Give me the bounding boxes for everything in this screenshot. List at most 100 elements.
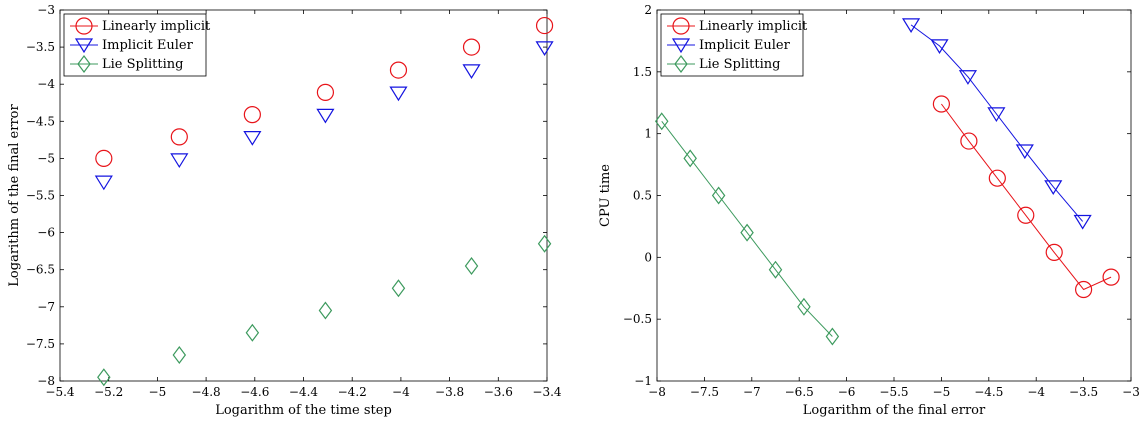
series-line	[661, 120, 833, 337]
data-point	[901, 18, 921, 33]
series-lie-splitting	[654, 112, 840, 346]
x-tick-label: −4.2	[338, 385, 367, 399]
data-point	[1073, 214, 1092, 230]
legend: Linearly implicit Implicit Euler Lie Split…	[63, 13, 211, 77]
legend-marker	[674, 55, 688, 73]
y-tick-label: −7	[37, 300, 55, 314]
series-line	[940, 103, 1112, 291]
data-point	[170, 128, 188, 146]
x-tick-label: −5.2	[94, 385, 123, 399]
data-point	[318, 301, 333, 320]
x-tick-label: −6	[838, 385, 856, 399]
legend-item: Implicit Euler	[70, 38, 194, 54]
series-implicit-euler	[901, 18, 1092, 230]
data-point	[462, 64, 481, 79]
data-point	[654, 112, 669, 131]
data-point	[535, 16, 554, 35]
y-tick-label: 0.5	[633, 189, 652, 203]
data-point	[464, 256, 479, 275]
data-point	[243, 106, 261, 124]
data-point	[1074, 280, 1093, 299]
data-point	[95, 149, 113, 167]
data-point	[391, 279, 406, 298]
y-tick-label: 1	[644, 127, 652, 141]
y-axis-title: CPU time	[598, 164, 613, 227]
legend-marker	[77, 55, 91, 73]
y-tick-label: −5.5	[26, 189, 55, 203]
data-point	[711, 186, 726, 205]
legend-label: Implicit Euler	[102, 38, 194, 53]
data-point	[389, 61, 408, 79]
x-axis-title: Logarithm of the final error	[803, 403, 986, 418]
x-tick-label: −4.8	[192, 385, 221, 399]
x-axis-title: Logarithm of the time step	[215, 403, 392, 418]
y-tick-label: 1.5	[633, 65, 652, 79]
legend-label: Linearly implicit	[699, 19, 808, 34]
data-point	[97, 368, 111, 387]
y-tick-label: −5	[37, 151, 55, 165]
series-implicit-euler	[94, 41, 554, 191]
x-tick-label: −4	[1027, 385, 1045, 399]
data-point	[932, 95, 951, 113]
x-tick-label: −6.5	[785, 385, 814, 399]
legend-label: Linearly implicit	[102, 19, 211, 34]
y-axis-title: Logarithm of the final error	[7, 104, 22, 287]
data-point	[987, 107, 1006, 123]
x-tick-label: −3	[1122, 385, 1140, 399]
y-tick-label: −0.5	[623, 312, 652, 326]
legend-marker	[671, 38, 691, 54]
y-tick-label: −1	[634, 374, 652, 388]
data-point	[462, 38, 481, 56]
x-tick-label: −4.4	[289, 385, 319, 399]
data-point	[316, 83, 335, 101]
legend-marker	[75, 17, 93, 35]
y-tick-label: −4.5	[26, 114, 55, 128]
y-tick-label: −6.5	[26, 263, 55, 277]
legend-item: Lie Splitting	[70, 55, 183, 73]
x-tick-label: −5	[933, 385, 951, 399]
x-tick-label: −4.6	[240, 385, 269, 399]
x-tick-label: −5.5	[879, 385, 908, 399]
data-point	[1015, 144, 1034, 160]
data-point	[683, 149, 697, 168]
y-tick-label: −6	[37, 226, 55, 240]
data-point	[960, 132, 978, 150]
data-point	[316, 108, 335, 124]
data-point	[389, 86, 408, 102]
chart-right: −8 −7.5 −7 −6.5 −6 −5.5 −5 −4.5 −4 −3.5 −3 −1 −0.5 0 0…	[598, 3, 1140, 418]
legend-marker	[74, 38, 94, 54]
y-tick-label: −3	[37, 3, 55, 17]
x-tick-label: −7.5	[690, 385, 719, 399]
data-point	[768, 260, 783, 279]
y-tick-label: 2	[644, 3, 652, 17]
y-tick-label: −7.5	[26, 337, 55, 351]
x-tick-label: −3.5	[1069, 385, 1098, 399]
data-point	[1045, 243, 1063, 261]
data-point	[537, 234, 552, 253]
series-line	[910, 24, 1084, 222]
data-point	[170, 153, 189, 169]
data-point	[740, 223, 754, 242]
legend-label: Lie Splitting	[102, 57, 183, 72]
x-tick-label: −5.4	[45, 385, 75, 399]
data-point	[172, 346, 187, 365]
y-tick-label: −8	[37, 374, 55, 388]
data-point	[1102, 268, 1120, 286]
series-lie-splitting	[97, 234, 552, 387]
data-point	[958, 70, 978, 85]
chart-left: −5.4 −5.2 −5 −4.8 −4.6 −4.4 −4.2 −4 −3.8 −3.6 −3.4…	[7, 3, 562, 418]
x-tick-label: −8	[648, 385, 666, 399]
legend-item: Linearly implicit	[70, 17, 211, 35]
data-point	[825, 327, 840, 346]
x-tick-label: −4	[392, 385, 410, 399]
legend-label: Lie Splitting	[699, 57, 780, 72]
x-tick-label: −7	[743, 385, 761, 399]
legend-label: Implicit Euler	[699, 38, 791, 53]
data-point	[1017, 206, 1035, 224]
legend-item: Linearly implicit	[667, 17, 808, 35]
series-linearly-implicit	[95, 16, 554, 167]
y-tick-label: 0	[644, 250, 652, 264]
x-tick-label: −3.6	[484, 385, 513, 399]
series-linearly-implicit	[932, 95, 1120, 299]
